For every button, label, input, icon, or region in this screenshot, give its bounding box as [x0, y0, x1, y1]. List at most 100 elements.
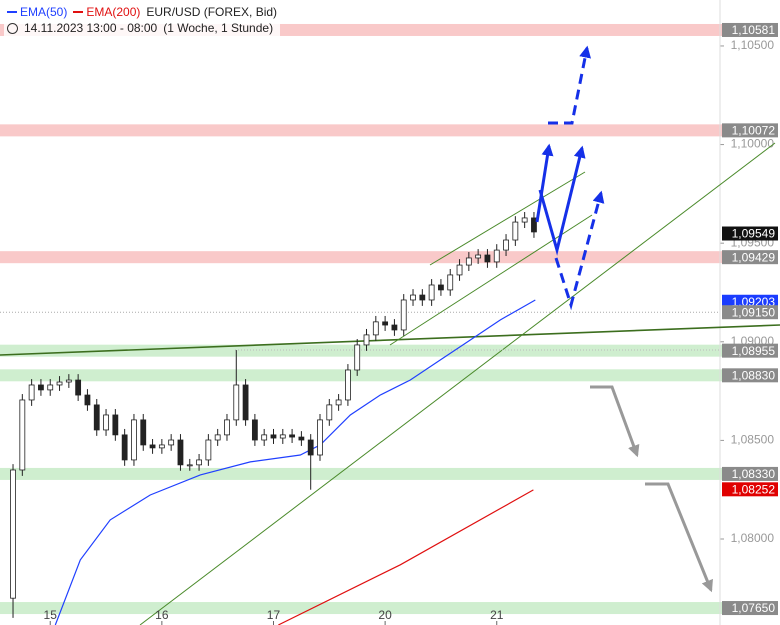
- candle-body: [335, 399, 342, 406]
- candle-body: [400, 299, 407, 331]
- candle-body: [242, 384, 249, 421]
- legend-item: EMA(200): [73, 4, 140, 20]
- level-label-box: [722, 22, 778, 37]
- candle-body: [512, 221, 519, 241]
- level-label-box: [722, 601, 778, 616]
- arrow: [590, 385, 640, 458]
- level-label-box: [722, 466, 778, 481]
- channel-line: [429, 171, 586, 266]
- candle-body: [419, 294, 426, 301]
- candle-body: [158, 444, 165, 449]
- arrow: [554, 190, 605, 311]
- candle-body: [186, 464, 193, 467]
- candle-body: [75, 379, 82, 396]
- trend-line: [139, 142, 776, 625]
- level-label-box: [722, 343, 778, 358]
- level-label: 1,07650: [732, 601, 776, 615]
- candle-body: [84, 394, 91, 406]
- level-label-box: [722, 250, 778, 265]
- candle-body: [428, 284, 435, 301]
- level-label: 1,08830: [732, 368, 776, 382]
- arrow: [548, 45, 592, 125]
- candle-body: [103, 414, 109, 431]
- level-label: 1,10581: [732, 23, 776, 37]
- level-label: 1,09549: [732, 227, 776, 241]
- legend-item: EMA(50): [7, 4, 67, 20]
- candle-body: [251, 419, 258, 441]
- y-tick-label: 1,10500: [731, 38, 775, 52]
- legend-label: EMA(50): [20, 5, 68, 19]
- level-band: [0, 124, 724, 137]
- candle-body: [521, 217, 528, 223]
- legend-swatch: [73, 11, 84, 13]
- instrument: EUR/USD (FOREX, Bid): [146, 5, 278, 19]
- candle-body: [298, 436, 305, 441]
- candle-body: [382, 321, 389, 326]
- candle-body: [410, 294, 416, 301]
- candle-body: [456, 264, 463, 276]
- candle-body: [345, 369, 351, 401]
- level-label-box: [722, 226, 778, 241]
- candle-body: [149, 444, 156, 449]
- candle-body: [279, 434, 286, 439]
- candle-body: [391, 324, 398, 331]
- candle-body: [326, 404, 333, 421]
- x-tick-label: 15: [44, 608, 58, 622]
- candle-body: [196, 459, 202, 466]
- level-label: 1,08252: [732, 482, 776, 496]
- candle-body: [270, 434, 277, 439]
- candle-body: [28, 384, 35, 401]
- candle-body: [93, 404, 100, 431]
- candle-body: [10, 469, 16, 599]
- level-label: 1,10072: [732, 124, 776, 138]
- level-label: 1,08330: [732, 467, 776, 481]
- candle-body: [19, 399, 26, 471]
- candle-body: [47, 384, 54, 391]
- level-label-box: [722, 305, 778, 320]
- level-label-box: [722, 123, 778, 138]
- candle-body: [438, 284, 444, 291]
- candle-body: [65, 379, 72, 383]
- ema-line: [278, 489, 534, 625]
- candle-body: [484, 254, 491, 263]
- candle-body: [317, 419, 323, 456]
- candle-body: [131, 419, 137, 461]
- candle-body: [503, 239, 509, 251]
- level-band: [0, 602, 724, 615]
- candle-body: [112, 414, 119, 436]
- x-tick-label: 21: [490, 608, 504, 622]
- trend-lines: [0, 142, 780, 625]
- candle-body: [224, 419, 230, 436]
- candle-body: [475, 254, 482, 259]
- candle-body: [363, 334, 370, 346]
- x-tick-label: 20: [378, 608, 392, 622]
- level-label-box: [722, 368, 778, 383]
- arrow: [535, 143, 554, 223]
- candle-body: [121, 434, 128, 461]
- level-label: 1,09429: [732, 250, 776, 264]
- candle-body: [214, 434, 221, 441]
- level-labels: 1,105811,100721,095491,094291,092031,091…: [722, 22, 778, 616]
- time-axis: 15 16 17 20 21: [44, 608, 504, 625]
- y-tick-label: 1,08000: [731, 531, 775, 545]
- candle-body: [465, 257, 472, 266]
- legend-swatch: [7, 11, 17, 13]
- legend: EMA(50) EMA(200) EUR/USD (FOREX, Bid) 14.1…: [4, 4, 281, 36]
- legend-row: 14.11.2023 13:00 - 08:00 (1 Woche, 1 Stu…: [4, 20, 281, 36]
- arrow: [538, 145, 586, 256]
- level-band: [0, 251, 724, 264]
- candle-body: [140, 419, 147, 446]
- candle-body: [531, 217, 537, 233]
- candle-body: [307, 439, 314, 456]
- y-tick-label: 1,08500: [731, 433, 775, 447]
- candle-body: [38, 384, 44, 391]
- trend-line: [0, 324, 780, 356]
- level-band: [0, 369, 724, 382]
- y-tick-label: 1,10000: [731, 137, 775, 151]
- x-tick-label: 17: [267, 608, 281, 622]
- candles: [10, 212, 537, 618]
- level-label: 1,09150: [732, 305, 776, 319]
- level-label-box: [722, 482, 778, 497]
